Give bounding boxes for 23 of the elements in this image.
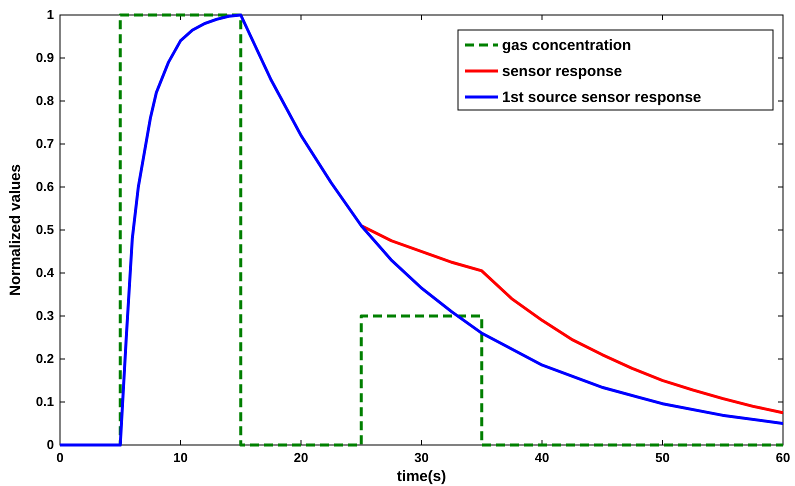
x-tick-label: 20 xyxy=(294,450,308,466)
y-tick-label: 0.7 xyxy=(36,136,54,152)
y-tick-label: 0.2 xyxy=(36,351,54,366)
y-axis-title: Normalized values xyxy=(7,164,24,296)
legend-label: 1st source sensor response xyxy=(502,89,702,106)
y-tick-label: 0.6 xyxy=(36,179,54,194)
x-tick-label: 50 xyxy=(655,450,670,466)
y-tick-label: 0.5 xyxy=(36,222,54,238)
x-tick-label: 40 xyxy=(534,450,550,466)
y-tick-label: 0.3 xyxy=(36,308,54,324)
x-tick-label: 60 xyxy=(776,450,790,466)
y-tick-label: 0 xyxy=(46,437,54,452)
x-axis-title: time(s) xyxy=(396,468,446,485)
y-tick-label: 0.1 xyxy=(36,394,54,410)
y-tick-label: 0.9 xyxy=(36,50,54,66)
y-tick-label: 0.8 xyxy=(36,93,54,108)
x-tick-label: 10 xyxy=(173,450,188,466)
x-tick-label: 30 xyxy=(414,450,429,466)
x-tick-label: 0 xyxy=(56,450,64,466)
legend-label: gas concentration xyxy=(502,37,632,54)
legend-label: sensor response xyxy=(502,63,622,80)
y-tick-label: 0.4 xyxy=(36,265,55,280)
y-tick-label: 1 xyxy=(46,7,54,22)
